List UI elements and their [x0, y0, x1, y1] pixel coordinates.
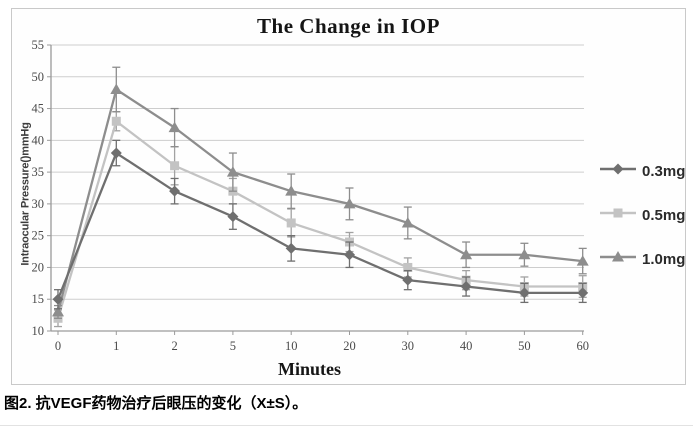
- triangle-marker-icon: [600, 249, 636, 270]
- legend-item-1.0mg: 1.0mg: [600, 249, 685, 269]
- series-0.3mg: [52, 139, 589, 310]
- diamond-marker-icon: [600, 161, 636, 182]
- series-line-0.3mg: [56, 151, 583, 300]
- y-tick-label: 15: [32, 292, 45, 306]
- x-tick-label: 10: [285, 339, 298, 353]
- legend-item-0.3mg: 0.3mg: [600, 161, 685, 181]
- chart-title: The Change in IOP: [257, 14, 440, 38]
- diamond-marker: [52, 293, 64, 305]
- series-line-0.5mg: [56, 120, 583, 319]
- diamond-marker: [110, 147, 122, 159]
- x-tick-label: 1: [113, 339, 119, 353]
- x-tick-label: 40: [460, 339, 473, 353]
- x-tick-label: 2: [171, 339, 177, 353]
- legend-label: 0.5mg: [642, 206, 686, 224]
- square-marker: [111, 116, 121, 126]
- x-axis-title: Minutes: [278, 359, 341, 379]
- diamond-marker: [285, 242, 297, 254]
- diamond-marker: [227, 211, 239, 223]
- iop-chart-figure: The Change in IOP Intraocular Pressure()…: [11, 8, 686, 385]
- legend-label: 1.0mg: [642, 250, 686, 268]
- x-tick-label: 20: [343, 339, 356, 353]
- series-line-1.0mg: [56, 88, 583, 313]
- x-tick-label: 5: [230, 339, 236, 353]
- triangle-marker: [518, 248, 531, 260]
- y-tick-label: 20: [32, 260, 45, 274]
- y-tick-label: 50: [32, 70, 45, 84]
- diamond-marker: [402, 274, 414, 286]
- diamond-marker: [344, 249, 355, 261]
- triangle-marker: [343, 197, 356, 209]
- y-tick-label: 30: [32, 197, 45, 211]
- x-tick-label: 50: [518, 339, 531, 353]
- x-tick-label: 60: [576, 339, 589, 353]
- square-marker-icon: [600, 205, 636, 226]
- chart-legend: 0.3mg 0.5mg 1.0mg: [600, 161, 685, 269]
- y-tick-label: 40: [32, 133, 45, 147]
- triangle-marker: [401, 216, 414, 228]
- square-marker: [403, 262, 413, 272]
- square-marker: [286, 218, 296, 228]
- diamond-marker: [460, 281, 472, 293]
- triangle-marker: [52, 305, 64, 317]
- figure-caption: 图2. 抗VEGF药物治疗后眼压的变化（X±S）。: [4, 395, 308, 412]
- y-tick-label: 55: [32, 38, 45, 52]
- legend-marker-swatch: [600, 163, 636, 174]
- y-tick-label: 35: [32, 165, 45, 179]
- series-1.0mg: [52, 66, 589, 319]
- triangle-marker: [460, 248, 473, 260]
- y-tick-label: 25: [32, 229, 45, 243]
- series-0.5mg: [53, 111, 588, 328]
- y-tick-label: 10: [32, 324, 45, 338]
- triangle-marker: [285, 185, 298, 196]
- triangle-marker: [110, 83, 123, 94]
- diamond-marker: [518, 287, 530, 299]
- triangle-marker: [226, 166, 239, 177]
- triangle-marker: [576, 255, 589, 266]
- x-tick-label: 0: [55, 339, 61, 353]
- legend-marker-swatch: [600, 250, 636, 261]
- triangle-marker: [168, 121, 181, 133]
- legend-label: 0.3mg: [642, 162, 686, 180]
- diamond-marker: [169, 185, 181, 197]
- legend-marker-swatch: [600, 208, 636, 217]
- square-marker: [170, 161, 180, 171]
- y-tick-label: 45: [32, 102, 45, 116]
- diamond-marker: [577, 287, 589, 299]
- legend-item-0.5mg: 0.5mg: [600, 205, 685, 225]
- x-tick-label: 30: [402, 339, 415, 353]
